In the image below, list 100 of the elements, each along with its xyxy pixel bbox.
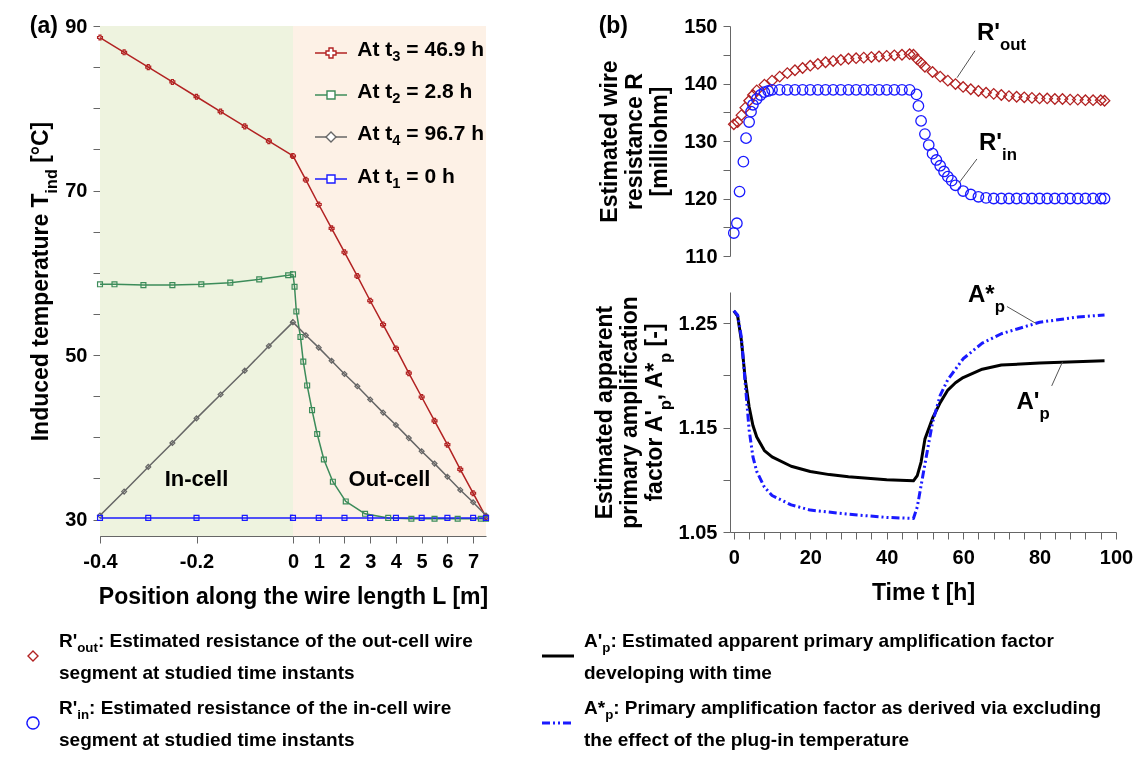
- point: [444, 441, 451, 448]
- point: [302, 332, 309, 339]
- point: [1064, 93, 1077, 106]
- x-tick-label: 100: [1099, 545, 1134, 568]
- point: [293, 308, 300, 315]
- y-tick-label: 150: [684, 14, 718, 37]
- legend-label: R'$_{out}$: Estimated resistance of the out-cell wire segment at studied time instants: [59, 629, 474, 685]
- point: [457, 466, 464, 473]
- x-tick-label: 2: [339, 549, 351, 572]
- x-tick-label: 4: [390, 549, 403, 572]
- point: [362, 510, 369, 517]
- x-tick-label: 1: [313, 549, 325, 572]
- point: [1026, 91, 1038, 104]
- point: [1041, 92, 1054, 105]
- point: [747, 89, 759, 101]
- point: [297, 333, 304, 340]
- legend-label: A*$_{p}$: Primary amplification factor as derived via excluding the effect of the plug-in temperature: [584, 695, 1103, 752]
- point: [241, 514, 248, 521]
- legend-label: At t$_{1}$ = 0 h: [357, 162, 455, 193]
- x-tick-label: 7: [468, 549, 480, 572]
- point: [315, 344, 322, 351]
- annotation: A'$_{p}$: [1016, 386, 1050, 423]
- point: [911, 53, 924, 66]
- point: [972, 85, 985, 97]
- band-label: Out-cell: [348, 466, 431, 491]
- point: [949, 78, 962, 90]
- x-tick-label: 20: [799, 545, 822, 568]
- point: [354, 273, 361, 280]
- y-tick-label: 30: [65, 508, 88, 531]
- point: [193, 415, 200, 422]
- point: [302, 176, 309, 183]
- point: [328, 357, 335, 364]
- point: [727, 118, 740, 131]
- x-tick-label: 80: [1028, 545, 1052, 568]
- point: [300, 358, 307, 365]
- point: [418, 448, 425, 455]
- x-axis-title: Position along the wire length L [m]: [98, 582, 489, 609]
- y-tick-label: 140: [684, 72, 718, 94]
- point: [169, 282, 176, 289]
- point: [1056, 93, 1069, 105]
- point: [735, 109, 748, 122]
- y-tick-label: 70: [65, 179, 88, 202]
- x-tick-label: 3: [365, 549, 377, 572]
- point: [739, 101, 752, 114]
- point: [850, 52, 863, 65]
- legend-label: At t$_{2}$ = 2.8 h: [357, 78, 473, 109]
- point: [198, 281, 205, 288]
- point: [1087, 94, 1099, 107]
- point: [819, 56, 832, 69]
- chart-title: (a): [29, 12, 58, 38]
- point: [315, 201, 322, 208]
- y-tick-label: 1.25: [678, 311, 718, 334]
- y-tick-label: 110: [685, 244, 718, 267]
- point: [941, 74, 954, 87]
- y-tick-label: 1.05: [678, 520, 718, 543]
- point: [241, 123, 248, 130]
- point: [1003, 90, 1015, 103]
- annotation: R'$_{in}$: [978, 127, 1017, 164]
- legend-label: A'$_{p}$: Estimated apparent primary amplification factor developing with time: [584, 629, 1055, 685]
- point: [957, 81, 970, 93]
- point: [193, 93, 200, 100]
- point: [812, 58, 824, 70]
- point: [367, 297, 374, 304]
- point: [320, 456, 327, 463]
- point: [903, 48, 916, 61]
- point: [354, 383, 361, 390]
- point: [285, 272, 292, 279]
- point: [329, 478, 336, 485]
- point: [1048, 93, 1061, 105]
- point: [995, 89, 1008, 101]
- x-tick-label: -0.2: [179, 549, 215, 572]
- y-tick-label: 130: [684, 129, 718, 152]
- point: [385, 514, 392, 521]
- point: [1094, 94, 1107, 107]
- annotation: A*$_{p}$: [968, 280, 1005, 316]
- point: [431, 515, 438, 522]
- point: [342, 498, 349, 505]
- point: [934, 70, 947, 83]
- point: [169, 78, 176, 85]
- point: [314, 430, 321, 438]
- point: [731, 116, 744, 128]
- x-tick-label: 0: [287, 549, 300, 572]
- point: [857, 51, 870, 64]
- point: [1018, 91, 1031, 104]
- legend-label: At t$_{3}$ = 46.9 h: [357, 36, 484, 67]
- point: [834, 54, 847, 66]
- point: [457, 486, 464, 493]
- y-axis-title: Estimated wire resistance R [milliohm]: [596, 60, 673, 223]
- point: [367, 514, 374, 521]
- point: [140, 282, 147, 289]
- y-tick-label: 120: [684, 187, 718, 209]
- point: [380, 409, 387, 416]
- x-tick-label: 5: [416, 549, 428, 572]
- x-tick-label: -0.4: [83, 549, 119, 572]
- point: [470, 499, 477, 506]
- point: [454, 515, 461, 522]
- point: [444, 473, 451, 480]
- legend-label: R'$_{in}$: Estimated resistance of the in-cell wire segment at studied time instants: [59, 695, 453, 752]
- point: [873, 50, 885, 63]
- point: [1071, 93, 1084, 106]
